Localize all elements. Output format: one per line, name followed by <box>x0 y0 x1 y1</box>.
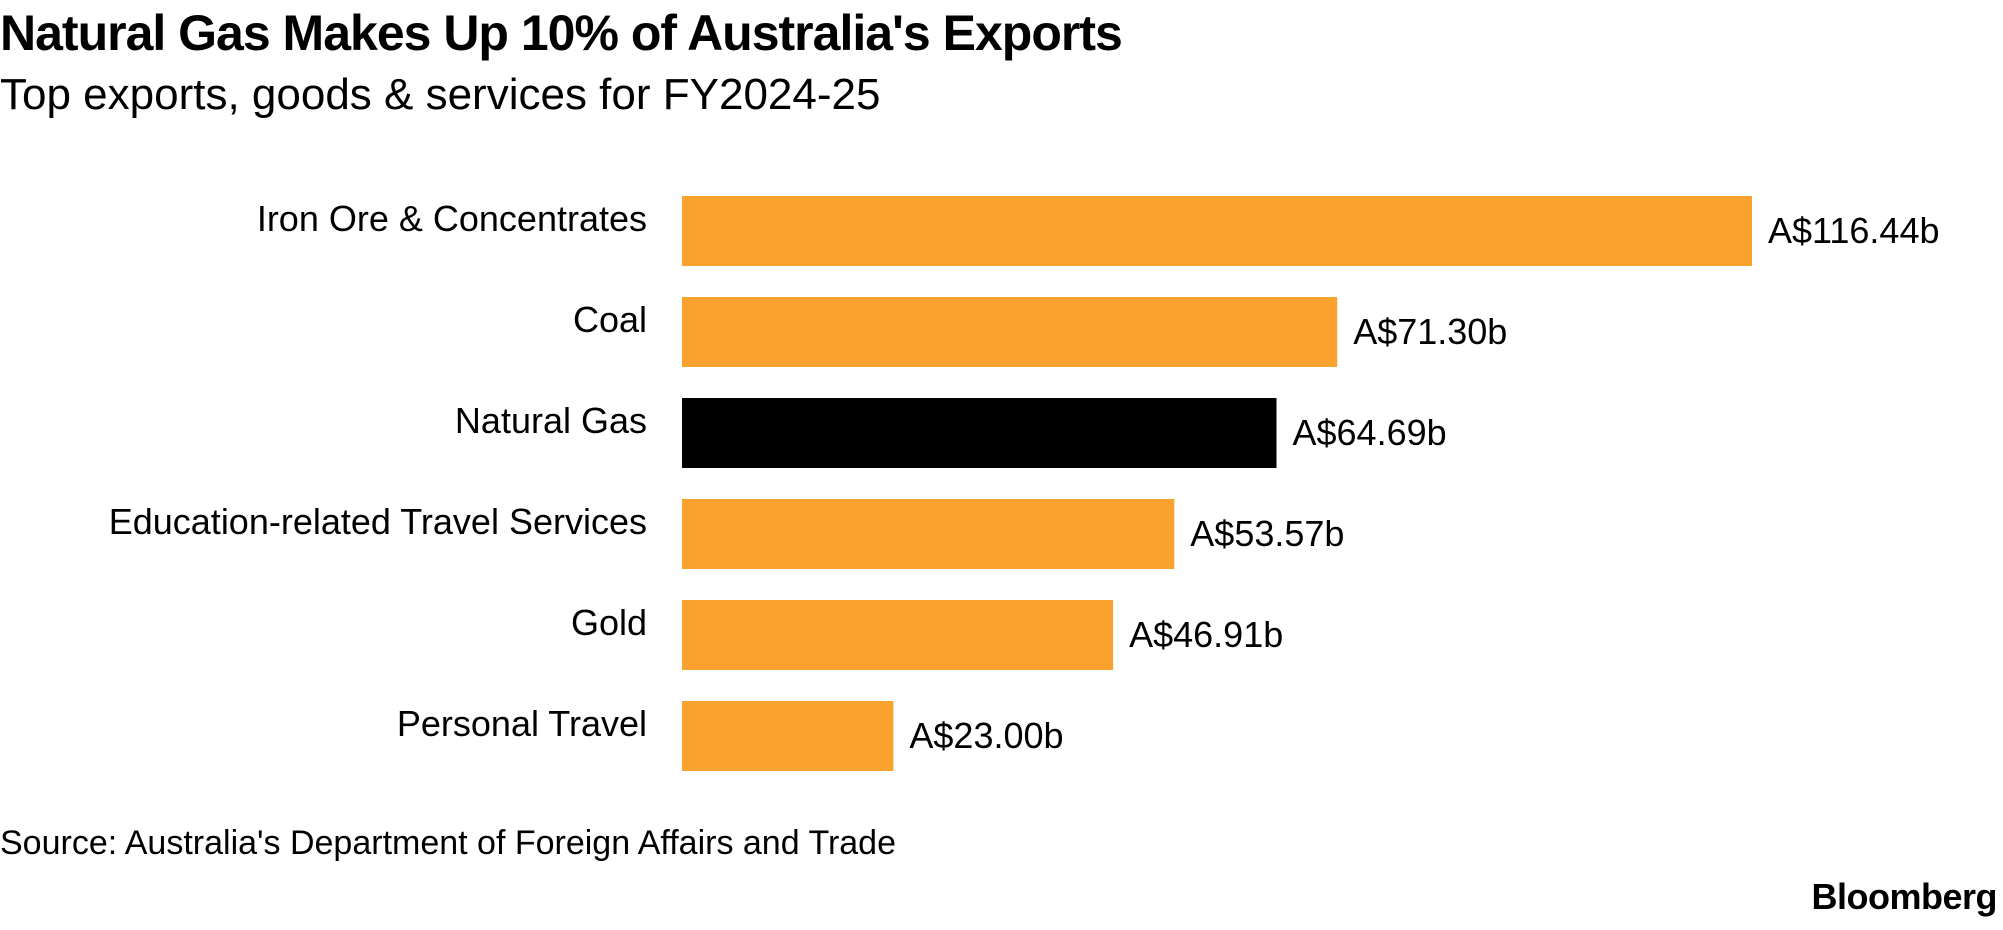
value-label-1: A$71.30b <box>1353 311 1507 352</box>
bar-chart: Iron Ore & Concentrates A$116.44b Coal A$71… <box>109 196 1940 771</box>
value-label-0: A$116.44b <box>1768 210 1940 251</box>
value-label-5: A$23.00b <box>909 715 1063 756</box>
value-label-2: A$64.69b <box>1293 412 1447 453</box>
bar-5 <box>682 701 894 771</box>
category-label-4: Gold <box>571 602 647 643</box>
category-label-0: Iron Ore & Concentrates <box>257 198 647 239</box>
bar-2 <box>682 398 1277 468</box>
chart-title: Natural Gas Makes Up 10% of Australia's … <box>0 5 1123 61</box>
bar-0 <box>682 196 1752 266</box>
bar-4 <box>682 600 1114 670</box>
value-label-3: A$53.57b <box>1190 513 1344 554</box>
value-label-4: A$46.91b <box>1129 614 1283 655</box>
source-note: Source: Australia's Department of Foreig… <box>0 824 897 862</box>
category-label-3: Education-related Travel Services <box>109 501 647 542</box>
category-label-2: Natural Gas <box>455 400 647 441</box>
category-label-5: Personal Travel <box>397 703 647 744</box>
category-label-1: Coal <box>573 299 647 340</box>
bloomberg-logo: Bloomberg <box>1811 876 1997 917</box>
bar-1 <box>682 297 1338 367</box>
chart-subtitle: Top exports, goods & services for FY2024… <box>0 70 881 119</box>
bar-3 <box>682 499 1175 569</box>
